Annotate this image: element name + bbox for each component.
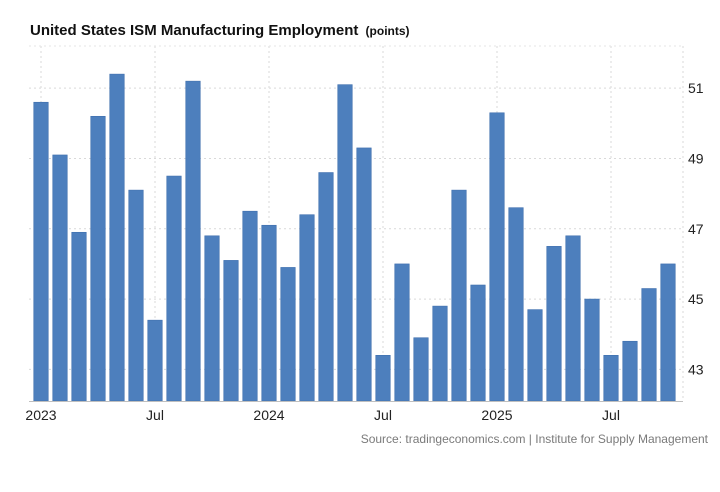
bar-2023-08 <box>166 175 182 402</box>
y-tick-label: 51 <box>688 80 704 96</box>
source-note: Source: tradingeconomics.com | Institute… <box>360 432 708 446</box>
bar-2023-09 <box>185 80 201 402</box>
bar-2025-10 <box>660 263 676 402</box>
bar-2023-04 <box>90 115 106 402</box>
bar-2024-10 <box>432 305 448 402</box>
bar-2023-03 <box>71 231 87 402</box>
x-tick-label: Jul <box>146 407 164 423</box>
y-tick-label: 47 <box>688 221 704 237</box>
bar-2024-07 <box>375 355 391 402</box>
bar-2023-01 <box>33 101 49 402</box>
y-tick-label: 45 <box>688 291 704 307</box>
bar-2025-01 <box>489 112 505 402</box>
x-tick-label: Jul <box>374 407 392 423</box>
y-tick-label: 43 <box>688 361 704 377</box>
chart-unit: (points) <box>365 24 410 38</box>
bar-2024-02 <box>280 267 296 402</box>
bar-2025-07 <box>603 355 619 402</box>
bar-2023-06 <box>128 189 144 402</box>
bar-2024-08 <box>394 263 410 402</box>
axis-layer: 51 49 47 45 43 2023 Jul 2024 Jul 2025 Jul <box>25 80 703 423</box>
x-tick-label: 2024 <box>253 407 284 423</box>
x-tick-label: Jul <box>602 407 620 423</box>
bar-2023-12 <box>242 210 258 402</box>
bar-2025-06 <box>584 298 600 402</box>
bar-2023-10 <box>204 235 220 402</box>
bar-layer <box>33 73 676 402</box>
bar-2024-03 <box>299 214 315 402</box>
bar-2025-04 <box>546 246 562 402</box>
bar-2025-02 <box>508 207 524 402</box>
bar-2023-11 <box>223 260 239 402</box>
bar-2024-12 <box>470 284 486 402</box>
bar-2024-05 <box>337 84 353 402</box>
bar-2024-06 <box>356 147 372 402</box>
x-tick-label: 2025 <box>481 407 512 423</box>
bar-2023-02 <box>52 154 68 402</box>
bar-2023-05 <box>109 73 125 402</box>
bar-2025-08 <box>622 340 638 402</box>
bar-2023-07 <box>147 319 163 402</box>
x-tick-label: 2023 <box>25 407 56 423</box>
y-tick-label: 49 <box>688 150 704 166</box>
bar-2025-09 <box>641 288 657 402</box>
bar-2024-09 <box>413 337 429 402</box>
bar-2024-04 <box>318 172 334 402</box>
bar-2025-03 <box>527 309 543 402</box>
bar-2025-05 <box>565 235 581 402</box>
chart-title: United States ISM Manufacturing Employme… <box>30 22 410 39</box>
bar-2024-01 <box>261 224 277 402</box>
bar-2024-11 <box>451 189 467 402</box>
chart-title-text: United States ISM Manufacturing Employme… <box>30 22 359 39</box>
